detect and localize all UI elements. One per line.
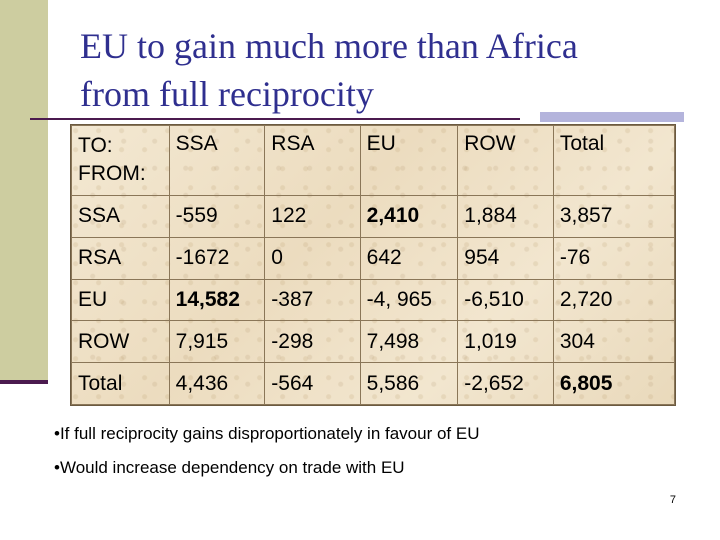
table-cell: 1,884 bbox=[457, 195, 554, 238]
column-header: ROW bbox=[457, 125, 554, 196]
table-cell: 0 bbox=[264, 236, 361, 280]
corner-header-cell: TO: FROM: bbox=[71, 125, 170, 196]
table-cell: 4,436 bbox=[168, 362, 266, 405]
table-row: RSA -1672 0 642 954 -76 bbox=[71, 236, 676, 280]
table-row: Total 4,436 -564 5,586 -2,652 6,805 bbox=[71, 362, 676, 405]
bullet-item: •If full reciprocity gains disproportion… bbox=[54, 424, 480, 443]
table-cell: 6,805 bbox=[552, 362, 676, 405]
column-header: RSA bbox=[264, 125, 361, 196]
trade-gains-table: TO: FROM: SSA RSA EU ROW Total SSA -559 … bbox=[71, 125, 676, 405]
table-cell: 7,915 bbox=[168, 320, 266, 364]
page-number: 7 bbox=[669, 494, 676, 506]
table-cell: 304 bbox=[552, 320, 676, 364]
row-header: RSA bbox=[71, 236, 170, 280]
slide-title: EU to gain much more than Africa from fu… bbox=[80, 22, 700, 118]
row-header: SSA bbox=[71, 195, 170, 238]
table-cell: 642 bbox=[359, 236, 459, 280]
corner-from-label: FROM: bbox=[78, 162, 146, 185]
row-header: ROW bbox=[71, 320, 170, 364]
table-header-row: TO: FROM: SSA RSA EU ROW Total bbox=[71, 125, 676, 196]
table-cell: -76 bbox=[552, 236, 676, 280]
bullet-item: •Would increase dependency on trade with… bbox=[54, 458, 405, 477]
table-cell: -6,510 bbox=[457, 278, 554, 322]
left-accent-bar bbox=[0, 0, 48, 384]
table-cell: -387 bbox=[264, 278, 361, 322]
title-underline bbox=[30, 118, 520, 120]
table-row: SSA -559 122 2,410 1,884 3,857 bbox=[71, 195, 676, 238]
row-header: Total bbox=[71, 362, 170, 405]
row-header: EU bbox=[71, 278, 170, 322]
table-cell: 2,410 bbox=[359, 195, 459, 238]
corner-to-label: TO: bbox=[78, 134, 113, 157]
table-cell: -1672 bbox=[168, 236, 266, 280]
table-cell: 1,019 bbox=[457, 320, 554, 364]
table-cell: 2,720 bbox=[552, 278, 676, 322]
slide-title-line-1: EU to gain much more than Africa bbox=[80, 26, 578, 66]
table-cell: 3,857 bbox=[552, 195, 676, 238]
table-cell: -298 bbox=[264, 320, 361, 364]
bullet-list: •If full reciprocity gains disproportion… bbox=[54, 424, 694, 492]
table-row: EU 14,582 -387 -4, 965 -6,510 2,720 bbox=[71, 278, 676, 322]
table-row: ROW 7,915 -298 7,498 1,019 304 bbox=[71, 320, 676, 364]
table-cell: -2,652 bbox=[457, 362, 554, 405]
column-header: EU bbox=[359, 125, 459, 196]
left-accent-line bbox=[0, 380, 48, 384]
table-cell: -4, 965 bbox=[359, 278, 459, 322]
title-underline-accent bbox=[540, 112, 684, 122]
slide-title-line-2: from full reciprocity bbox=[80, 74, 374, 114]
table-cell: 7,498 bbox=[359, 320, 459, 364]
column-header: SSA bbox=[168, 125, 266, 196]
column-header: Total bbox=[552, 125, 676, 196]
table-cell: 14,582 bbox=[168, 278, 266, 322]
table-cell: 122 bbox=[264, 195, 361, 238]
trade-gains-table-container: TO: FROM: SSA RSA EU ROW Total SSA -559 … bbox=[70, 124, 676, 406]
table-cell: -559 bbox=[168, 195, 266, 238]
table-cell: 5,586 bbox=[359, 362, 459, 405]
table-cell: 954 bbox=[457, 236, 554, 280]
table-cell: -564 bbox=[264, 362, 361, 405]
